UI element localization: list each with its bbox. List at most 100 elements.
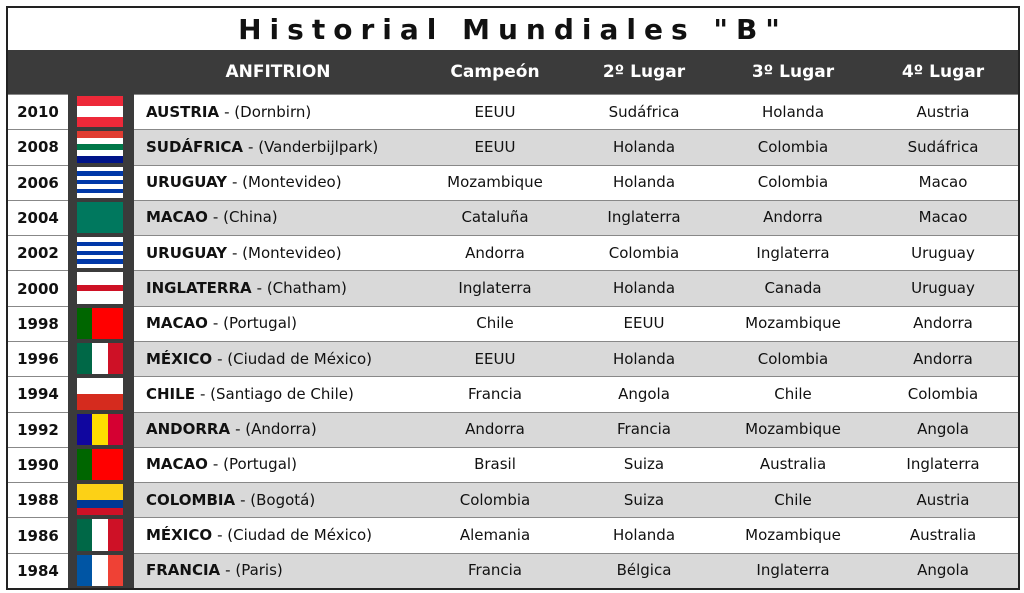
host-cell: URUGUAY - (Montevideo) [146,165,422,200]
table: Historial Mundiales "B" ANFITRION Campeón… [6,6,1020,590]
place: - (Portugal) [212,455,297,474]
year: 1994 [8,376,68,412]
year: 2006 [8,164,68,200]
result: Uruguay [911,279,975,298]
result: Inglaterra [458,279,532,298]
result: Colombia [757,173,829,192]
host-cell: MACAO - (Portugal) [146,306,422,341]
result: Inglaterra [756,243,830,262]
year: 1988 [8,482,68,518]
result: Angola [917,561,969,580]
result: Francia [467,561,522,580]
flag-stripe [92,448,108,481]
flag-stripe [92,554,108,586]
row [134,305,1018,341]
year: 2008 [8,129,68,165]
place: - (Montevideo) [231,173,342,192]
row [134,129,1018,165]
row [134,199,1018,236]
result: Austria [916,102,970,121]
result: EEUU [474,137,516,156]
year: 1998 [8,305,68,341]
year: 2002 [8,235,68,271]
result: Chile [774,384,812,403]
flag-stripe [77,150,123,157]
flag-stripe [77,413,93,445]
year: 1986 [8,517,68,553]
host: FRANCIA [146,561,221,580]
result: Austria [916,490,970,509]
host: SUDÁFRICA [146,137,244,156]
result: Francia [467,384,522,403]
flag-stripe [77,284,123,292]
flag [77,378,123,410]
host-cell: COLOMBIA - (Bogotá) [146,482,422,517]
result: Colombia [757,349,829,368]
host-cell: SUDÁFRICA - (Vanderbijlpark) [146,129,422,164]
place: - (Andorra) [235,420,317,439]
flag-stripe [77,137,123,144]
flag [77,484,123,516]
result: Macao [918,208,968,227]
flag-stripe [107,413,123,445]
result: Holanda [612,279,676,298]
flag-stripe [92,343,108,375]
host: MACAO [146,314,208,333]
result: EEUU [474,102,516,121]
row [134,235,1018,271]
flag-stripe [77,156,123,163]
flag-stripe [107,554,123,586]
flag [77,519,123,551]
host: URUGUAY [146,173,227,192]
host: URUGUAY [146,243,227,262]
result: Uruguay [911,243,975,262]
result: EEUU [623,314,665,333]
flag [77,166,123,198]
flag-stripe [77,106,123,117]
place: - (Portugal) [212,314,297,333]
row [134,164,1018,200]
result: Suiza [623,490,665,509]
flag [77,413,123,445]
host-cell: MACAO - (Portugal) [146,447,422,482]
flag-stripe [107,448,123,481]
host-cell: INGLATERRA - (Chatham) [146,270,422,305]
host-cell: ANDORRA - (Andorra) [146,412,422,447]
row [134,376,1018,412]
flag-stripe [77,116,123,128]
flag-stripe [77,201,123,234]
flag-stripe [92,413,108,445]
flag [77,96,123,128]
place: - (Montevideo) [231,243,342,262]
flag-stripe [77,448,93,481]
result: Australia [909,526,977,545]
result: Brasil [474,455,516,474]
result: Bélgica [616,561,672,580]
host: CHILE [146,384,195,403]
flag-stripe [77,171,123,176]
result: Holanda [761,102,825,121]
flag-stripe [77,184,123,189]
flag-stripe [77,246,123,251]
flag-stripe [77,554,93,586]
flag-stripe [77,263,123,269]
flag-stripe [77,259,123,264]
place: - (Vanderbijlpark) [248,137,379,156]
header-cell: 4º Lugar [868,50,1018,94]
flag-stripe [107,519,123,551]
flag-stripe [77,343,93,375]
row [134,517,1018,553]
result: Suiza [623,455,665,474]
host: INGLATERRA [146,279,252,298]
flag-stripe [77,166,123,172]
host-cell: CHILE - (Santiago de Chile) [146,376,422,411]
year: 2010 [8,94,68,130]
result: Inglaterra [607,208,681,227]
flag-stripe [77,175,123,180]
result: Canada [764,279,822,298]
flag [77,448,123,481]
host: ANDORRA [146,420,231,439]
result: Holanda [612,137,676,156]
flag [77,343,123,375]
host: AUSTRIA [146,102,220,121]
